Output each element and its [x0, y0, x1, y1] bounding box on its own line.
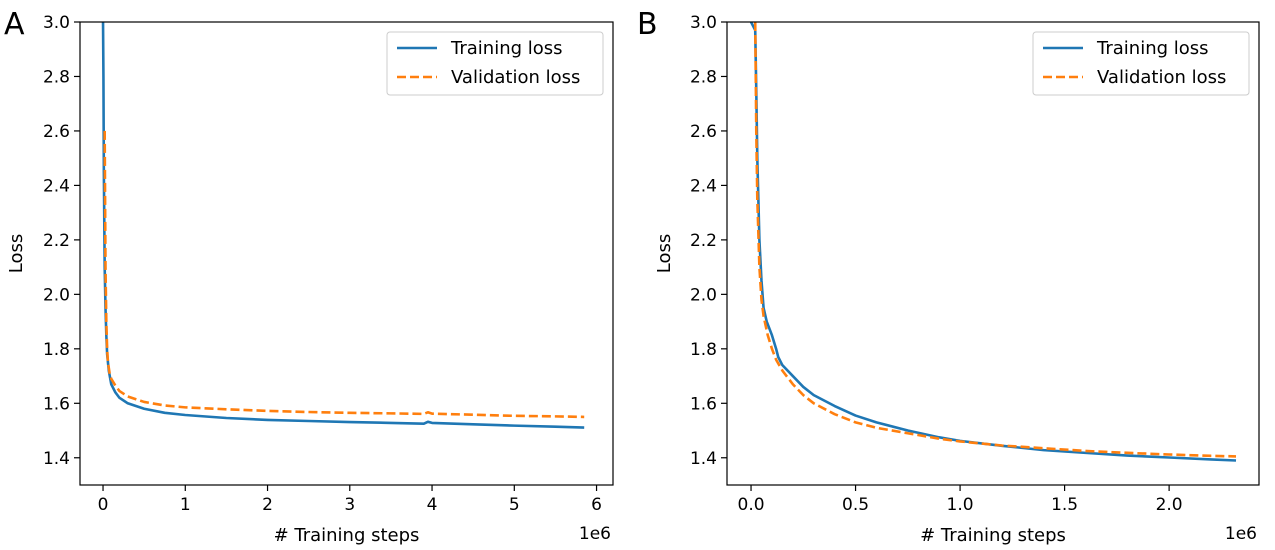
y-tick-label: 1.8 — [690, 340, 717, 360]
panel-b-y-axis-label: Loss — [654, 234, 675, 273]
x-tick-label: 1 — [180, 495, 191, 515]
y-tick-label: 3.0 — [690, 13, 717, 33]
y-tick-label: 3.0 — [43, 13, 70, 33]
panel-a-series — [101, 22, 585, 429]
panel-b-y-ticks: 1.4 1.6 1.8 2.0 2.2 2.4 2.6 2.8 3.0 — [690, 13, 727, 469]
panel-b-legend: Training loss Validation loss — [1032, 31, 1250, 96]
y-tick-label: 2.0 — [43, 285, 70, 305]
x-tick-label: 2 — [262, 495, 273, 515]
panel-a-letter: A — [4, 7, 25, 42]
x-tick-label: 0.5 — [842, 495, 869, 515]
panel-b-series — [749, 22, 1237, 462]
legend-box — [1032, 31, 1250, 96]
panel-b: B 0.0 0.5 1.0 1.5 2.0 1.4 1.6 1.8 2.0 2.2 2.4 2.6 2… — [637, 7, 1260, 546]
x-tick-label: 6 — [591, 495, 602, 515]
x-tick-label: 1.0 — [947, 495, 974, 515]
x-tick-label: 4 — [427, 495, 438, 515]
panel-b-x-axis-label: # Training steps — [920, 525, 1066, 546]
panel-a: A 0 1 2 3 4 5 6 1.4 1.6 1.8 2.0 2.2 2.4 2.6 2.8 3.0 # … — [4, 7, 614, 546]
x-tick-label: 0 — [98, 495, 109, 515]
x-tick-label: 0.0 — [738, 495, 765, 515]
legend-box — [386, 31, 604, 96]
y-tick-label: 2.8 — [43, 67, 70, 87]
y-tick-label: 2.8 — [690, 67, 717, 87]
y-tick-label: 2.6 — [43, 122, 70, 142]
panel-b-axes-frame — [726, 21, 1260, 486]
panel-a-y-axis-label: Loss — [6, 234, 27, 273]
x-tick-label: 2.0 — [1156, 495, 1183, 515]
panel-a-x-offset-text: 1e6 — [579, 524, 611, 544]
y-tick-label: 1.6 — [690, 394, 717, 414]
legend-training-label: Training loss — [1096, 38, 1209, 59]
panel-a-x-ticks: 0 1 2 3 4 5 6 — [98, 485, 602, 515]
y-tick-label: 2.2 — [690, 231, 717, 251]
panel-b-x-ticks: 0.0 0.5 1.0 1.5 2.0 — [738, 485, 1183, 515]
y-tick-label: 1.8 — [43, 340, 70, 360]
panel-b-x-offset-text: 1e6 — [1225, 524, 1257, 544]
y-tick-label: 2.0 — [690, 285, 717, 305]
y-tick-label: 1.6 — [43, 394, 70, 414]
legend-validation-label: Validation loss — [1097, 67, 1226, 88]
y-tick-label: 2.4 — [43, 176, 70, 196]
y-tick-label: 1.4 — [690, 449, 717, 469]
legend-training-label: Training loss — [450, 38, 563, 59]
validation-loss-line — [103, 130, 585, 419]
x-tick-label: 5 — [509, 495, 520, 515]
validation-loss-line — [753, 22, 1237, 458]
y-tick-label: 2.4 — [690, 176, 717, 196]
panel-a-legend: Training loss Validation loss — [386, 31, 604, 96]
panel-b-letter: B — [637, 7, 658, 42]
legend-validation-label: Validation loss — [451, 67, 580, 88]
panel-a-axes-frame — [79, 21, 614, 486]
y-tick-label: 2.2 — [43, 231, 70, 251]
y-tick-label: 2.6 — [690, 122, 717, 142]
x-tick-label: 1.5 — [1051, 495, 1078, 515]
panel-a-y-ticks: 1.4 1.6 1.8 2.0 2.2 2.4 2.6 2.8 3.0 — [43, 13, 80, 469]
y-tick-label: 1.4 — [43, 449, 70, 469]
x-tick-label: 3 — [344, 495, 355, 515]
panel-a-x-axis-label: # Training steps — [274, 525, 420, 546]
